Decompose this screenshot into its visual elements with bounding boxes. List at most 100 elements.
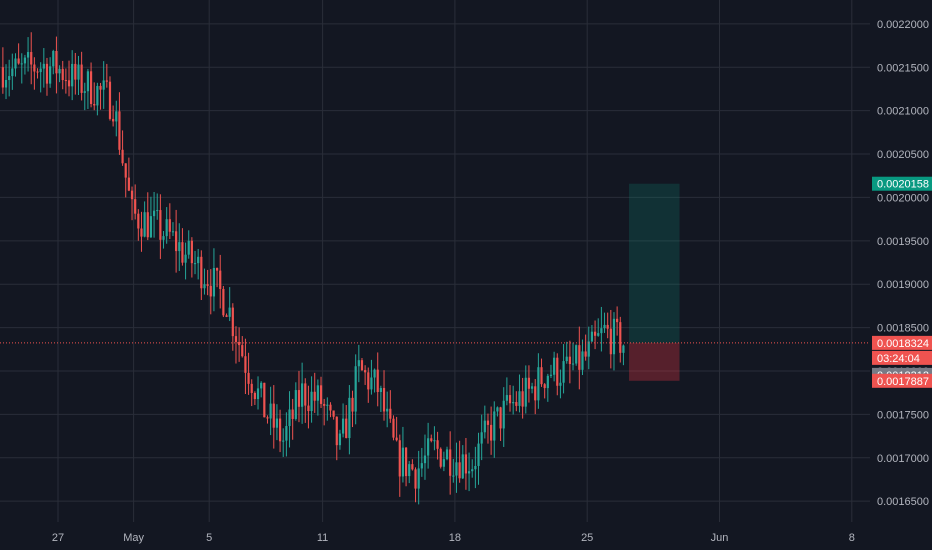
candle-up [590, 331, 594, 342]
candle-up [354, 366, 357, 412]
price-tick-label: 0.0018500 [877, 323, 929, 335]
candle-up [310, 391, 313, 412]
candle-up [597, 333, 600, 336]
time-tick-label: 5 [206, 532, 212, 544]
candle-up [156, 210, 159, 212]
candle-down [121, 149, 124, 164]
candle-down [360, 360, 364, 371]
candle-up [603, 324, 606, 329]
candle-up [565, 356, 568, 362]
candle-down [329, 404, 332, 411]
candle-down [345, 418, 348, 439]
candle-down [118, 111, 121, 150]
candle-down [486, 420, 490, 425]
candle-down [225, 315, 228, 317]
candle-down [367, 372, 370, 390]
candle-up [96, 85, 99, 106]
candle-up [8, 76, 11, 81]
candle-up [203, 284, 206, 289]
candle-up [326, 404, 329, 406]
price-tick-label: 0.0021500 [877, 62, 929, 74]
candle-up [386, 408, 389, 412]
grid-lines [0, 0, 870, 522]
candle-down [515, 402, 518, 406]
candle-up [502, 400, 505, 429]
target-price-badge: 0.0020158 [872, 176, 932, 191]
candle-up [442, 459, 445, 467]
candle-up [23, 57, 27, 64]
candle-up [171, 231, 175, 233]
candle-down [398, 440, 401, 477]
candle-down [534, 386, 537, 401]
candle-up [467, 471, 471, 474]
candle-up [445, 449, 449, 460]
candle-up [149, 216, 153, 238]
position-target-zone [629, 183, 680, 343]
candle-up [581, 351, 584, 370]
candle-down [593, 331, 597, 336]
candle-down [247, 372, 250, 384]
candle-down [253, 392, 256, 400]
candle-up [423, 455, 427, 464]
candle-up [212, 267, 216, 297]
candle-down [17, 58, 20, 64]
candle-up [83, 91, 86, 93]
candle-down [568, 356, 571, 364]
candle-up [505, 395, 508, 401]
candle-up [341, 418, 345, 434]
candle-up [546, 375, 549, 389]
candle-down [376, 369, 379, 392]
candle-up [496, 407, 499, 412]
time-tick-label: 27 [52, 532, 64, 544]
candle-down [616, 318, 619, 323]
candle-down [55, 50, 58, 74]
time-tick-label: May [123, 532, 144, 544]
candle-down [215, 267, 219, 271]
candle-down [263, 382, 266, 418]
price-tick-label: 0.0021000 [877, 106, 929, 118]
time-tick-label: 18 [449, 532, 461, 544]
candle-down [411, 464, 414, 470]
candle-down [222, 288, 225, 316]
candle-down [181, 242, 184, 263]
candle-up [165, 219, 168, 237]
candle-up [559, 382, 562, 386]
candle-down [30, 52, 33, 65]
candle-down [234, 336, 238, 342]
time-tick-label: Jun [711, 532, 729, 544]
stop-price-badge: 0.0017887 [872, 373, 932, 388]
candle-up [49, 66, 52, 84]
countdown-badge: 03:24:04 [872, 350, 932, 365]
target-price-badge-text: 0.0020158 [877, 179, 929, 191]
candle-up [39, 68, 42, 73]
time-tick-label: 11 [317, 532, 328, 544]
candle-up [461, 454, 464, 479]
candle-up [483, 420, 486, 433]
candle-up [256, 388, 260, 400]
candle-up [187, 240, 190, 255]
price-tick-label: 0.0016500 [877, 496, 929, 508]
price-tick-label: 0.0020000 [877, 192, 929, 204]
candle-down [449, 449, 452, 476]
candle-down [105, 80, 108, 82]
candle-down [80, 64, 83, 93]
candle-down [219, 270, 222, 289]
candle-up [600, 328, 603, 334]
candle-up [77, 64, 80, 80]
candle-up [42, 63, 45, 69]
candle-up [71, 63, 74, 87]
candle-up [4, 80, 8, 88]
candle-up [549, 374, 553, 376]
candle-up [301, 383, 304, 407]
candle-up [518, 391, 521, 406]
candle-up [477, 443, 480, 466]
candle-down [436, 440, 439, 449]
candle-up [612, 318, 616, 355]
candle-down [238, 341, 241, 346]
candle-down [382, 388, 386, 412]
candle-up [14, 58, 17, 69]
candle-up [474, 465, 477, 470]
candle-down [323, 403, 326, 406]
